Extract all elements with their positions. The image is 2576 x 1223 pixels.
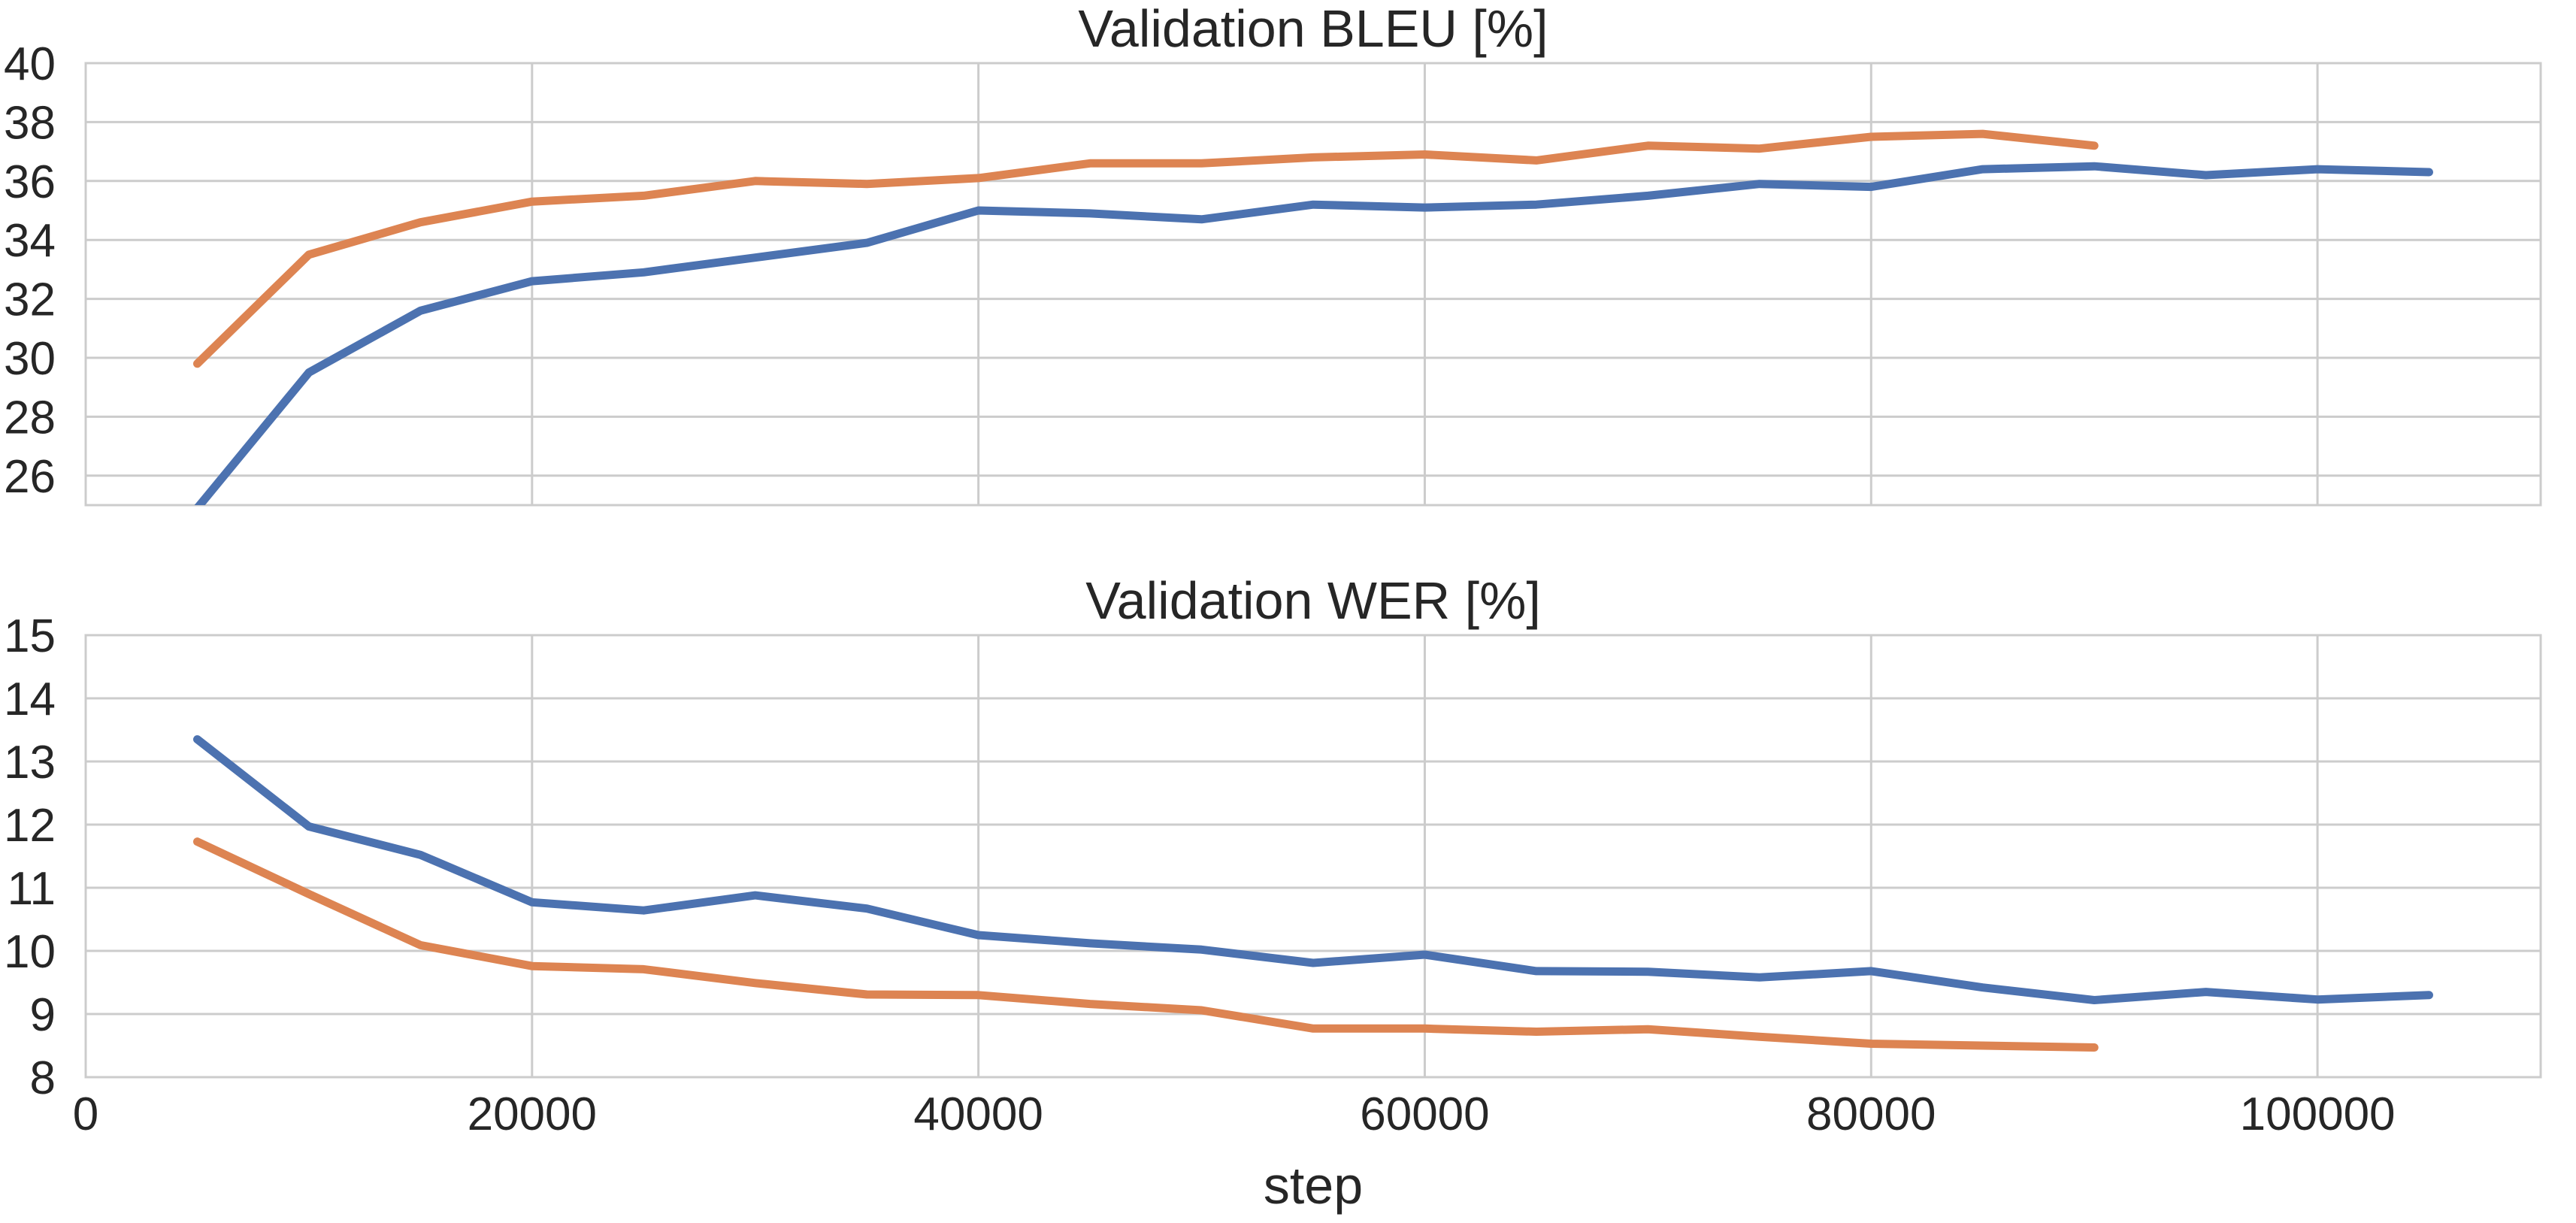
chart-1-plot-frame — [84, 62, 2542, 507]
chart-1-y-tick-label: 36 — [4, 156, 56, 208]
chart-1-y-tick-label: 32 — [4, 274, 56, 326]
chart-1-y-tick-label: 34 — [4, 215, 56, 267]
chart-2-y-tick-label: 10 — [4, 926, 56, 978]
chart-1-y-tick-label: 26 — [4, 451, 56, 503]
chart-2-y-tick-label: 11 — [8, 863, 56, 915]
chart-2-y-tick-label: 9 — [30, 989, 56, 1041]
chart-2-plot-frame — [84, 634, 2542, 1079]
chart-2-y-tick-label: 13 — [4, 737, 56, 789]
chart-1-y-tick-label: 28 — [4, 392, 56, 443]
chart-2-x-tick-label: 80000 — [1806, 1088, 1936, 1140]
chart-2-y-tick-label: 8 — [30, 1052, 56, 1104]
chart-2-x-tick-label: 60000 — [1360, 1088, 1489, 1140]
chart-2-y-tick-label: 15 — [4, 610, 56, 662]
chart-1-series-blue-line — [194, 162, 2433, 505]
chart-1-title: Validation BLEU [%] — [1078, 0, 1548, 58]
chart-1-y-tick-label: 38 — [4, 97, 56, 149]
chart-2-y-tick-label: 14 — [4, 674, 56, 725]
chart-1-y-tick-label: 40 — [4, 38, 56, 90]
chart-2-x-axis-label: step — [1264, 1156, 1363, 1215]
chart-2-x-tick-label: 20000 — [468, 1088, 597, 1140]
chart-2-series-orange-line — [193, 837, 2099, 1052]
chart-2-x-tick-label: 40000 — [913, 1088, 1043, 1140]
chart-2-title: Validation WER [%] — [1085, 571, 1541, 630]
chart-1-y-tick-label: 30 — [4, 333, 56, 385]
chart-2-series-blue-line — [193, 735, 2433, 1004]
chart-2-x-tick-label: 0 — [73, 1088, 98, 1140]
chart-2-y-tick-label: 12 — [4, 800, 56, 852]
chart-2-x-tick-label: 100000 — [2240, 1088, 2396, 1140]
chart-1-series-orange-line — [193, 129, 2099, 368]
